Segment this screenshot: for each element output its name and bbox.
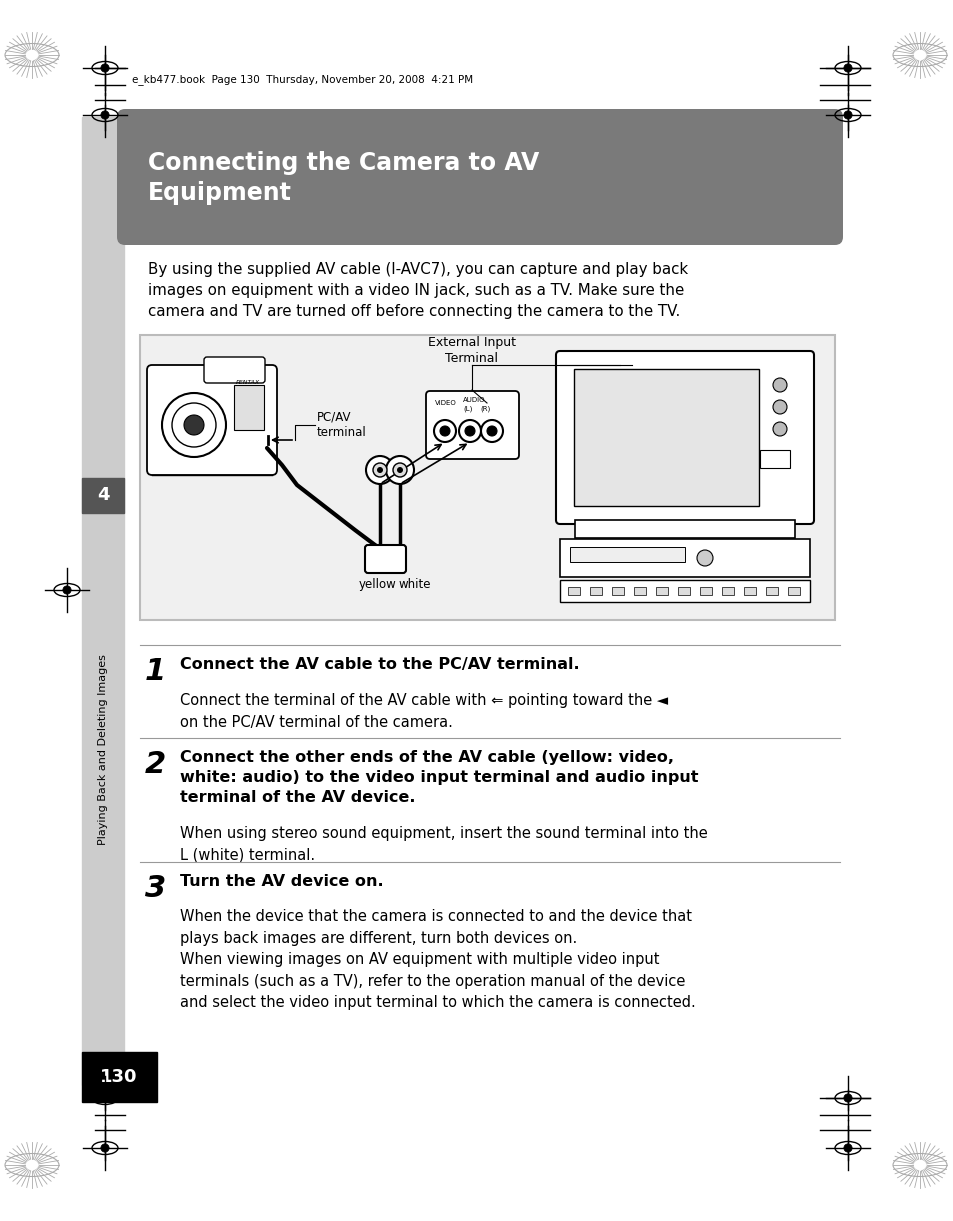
Text: 4: 4 — [96, 486, 110, 504]
Circle shape — [101, 1144, 109, 1153]
Text: Connect the other ends of the AV cable (yellow: video,
white: audio) to the vide: Connect the other ends of the AV cable (… — [180, 750, 698, 805]
Bar — [765, 587, 778, 595]
Text: Turn the AV device on.: Turn the AV device on. — [180, 874, 383, 889]
Bar — [82, 477, 124, 513]
Text: 2: 2 — [145, 750, 166, 779]
Circle shape — [101, 111, 109, 120]
Text: 130: 130 — [100, 1068, 137, 1085]
Bar — [82, 1053, 157, 1103]
Circle shape — [486, 426, 497, 436]
Text: yellow: yellow — [358, 578, 396, 591]
Circle shape — [843, 111, 851, 120]
Circle shape — [480, 420, 502, 442]
Bar — [569, 547, 684, 562]
Text: Connecting the Camera to AV
Equipment: Connecting the Camera to AV Equipment — [148, 150, 538, 205]
Circle shape — [843, 1094, 851, 1103]
Text: (R): (R) — [480, 405, 491, 411]
Circle shape — [376, 466, 382, 473]
Circle shape — [458, 420, 480, 442]
Bar — [574, 369, 759, 505]
Circle shape — [439, 426, 450, 436]
Bar — [82, 117, 124, 1085]
FancyBboxPatch shape — [365, 545, 406, 573]
FancyBboxPatch shape — [117, 109, 842, 245]
Circle shape — [772, 422, 786, 436]
Bar — [559, 580, 809, 602]
Text: External Input
Terminal: External Input Terminal — [428, 336, 516, 365]
Bar — [721, 587, 733, 595]
Text: e_kb477.book  Page 130  Thursday, November 20, 2008  4:21 PM: e_kb477.book Page 130 Thursday, November… — [132, 74, 473, 85]
Text: AUDIO: AUDIO — [462, 397, 485, 403]
Bar — [634, 587, 645, 595]
Circle shape — [772, 379, 786, 392]
Bar — [559, 538, 809, 578]
Text: (L): (L) — [463, 405, 472, 411]
Bar — [700, 587, 711, 595]
Bar — [233, 385, 264, 430]
FancyBboxPatch shape — [140, 335, 834, 620]
Circle shape — [843, 63, 851, 72]
Text: By using the supplied AV cable (I-AVC7), you can capture and play back
images on: By using the supplied AV cable (I-AVC7),… — [148, 263, 687, 319]
Text: VIDEO: VIDEO — [435, 400, 456, 407]
Text: PC/AV
terminal: PC/AV terminal — [316, 410, 366, 440]
Circle shape — [63, 586, 71, 595]
Circle shape — [366, 455, 394, 484]
Circle shape — [386, 455, 414, 484]
Text: When using stereo sound equipment, insert the sound terminal into the
L (white) : When using stereo sound equipment, inser… — [180, 825, 707, 862]
Text: Connect the terminal of the AV cable with ⇐ pointing toward the ◄
on the PC/AV t: Connect the terminal of the AV cable wit… — [180, 694, 667, 730]
Bar — [575, 520, 794, 538]
Circle shape — [464, 426, 475, 436]
Circle shape — [772, 400, 786, 414]
Circle shape — [697, 549, 712, 567]
Text: Connect the AV cable to the PC/AV terminal.: Connect the AV cable to the PC/AV termin… — [180, 657, 579, 672]
Bar — [760, 451, 789, 468]
Text: 3: 3 — [145, 874, 166, 904]
Bar — [656, 587, 667, 595]
Bar — [678, 587, 689, 595]
Circle shape — [843, 1144, 851, 1153]
FancyBboxPatch shape — [147, 365, 276, 475]
FancyBboxPatch shape — [556, 350, 813, 524]
Bar — [567, 587, 579, 595]
Bar — [589, 587, 601, 595]
Circle shape — [396, 466, 402, 473]
Circle shape — [184, 415, 204, 435]
Circle shape — [101, 1094, 109, 1103]
FancyBboxPatch shape — [426, 391, 518, 459]
Bar — [612, 587, 623, 595]
Text: 1: 1 — [145, 657, 166, 686]
Bar — [743, 587, 755, 595]
Circle shape — [393, 463, 407, 477]
Text: PENTAX: PENTAX — [235, 380, 260, 385]
Circle shape — [373, 463, 387, 477]
Circle shape — [101, 63, 109, 72]
Bar — [787, 587, 800, 595]
Text: When the device that the camera is connected to and the device that
plays back i: When the device that the camera is conne… — [180, 908, 695, 1011]
FancyBboxPatch shape — [204, 357, 265, 383]
Text: white: white — [398, 578, 431, 591]
Text: Playing Back and Deleting Images: Playing Back and Deleting Images — [98, 654, 108, 845]
Circle shape — [434, 420, 456, 442]
